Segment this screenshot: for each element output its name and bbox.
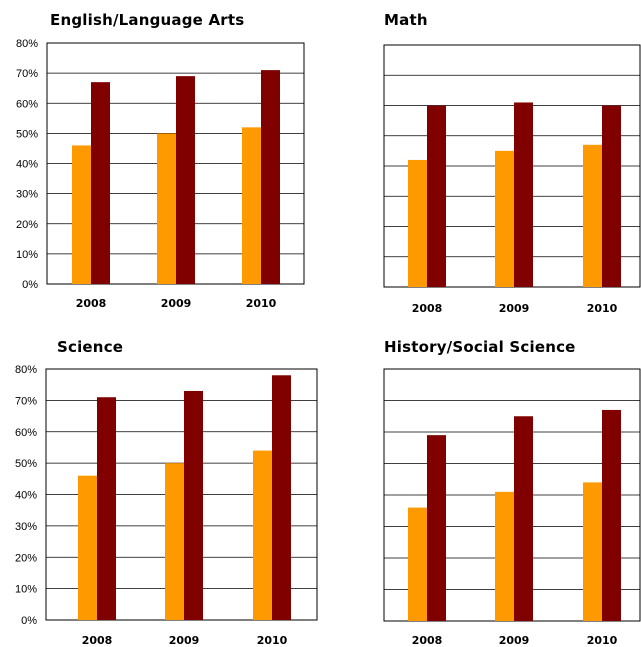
x-category-label: 2008 — [76, 297, 107, 310]
x-category-label: 2009 — [499, 634, 530, 647]
y-tick-label: 70% — [16, 68, 38, 80]
y-tick-label: 0% — [22, 279, 38, 291]
bar-series-b — [261, 70, 280, 284]
x-category-label: 2009 — [169, 634, 200, 647]
x-category-label: 2008 — [412, 634, 443, 647]
x-category-label: 2010 — [587, 302, 618, 315]
bar-series-a — [408, 507, 427, 621]
bar-series-a — [78, 475, 97, 620]
y-tick-label: 70% — [15, 395, 37, 407]
bar-series-a — [583, 482, 602, 621]
bar-series-b — [602, 105, 621, 287]
bar-series-b — [91, 82, 110, 284]
chart-math: Math 2008 2009 2010 — [320, 0, 641, 323]
chart-science: Science 0% 10% 20% 30% 40% 50% 60% 70% 80% 2008 20… — [0, 323, 320, 647]
x-category-label: 2009 — [499, 302, 530, 315]
y-tick-label: 50% — [16, 128, 38, 140]
bar-series-a — [583, 144, 602, 287]
bar-series-a — [157, 133, 176, 284]
bar-series-b — [514, 102, 533, 287]
y-tick-label: 60% — [16, 98, 38, 110]
y-tick-label: 40% — [16, 159, 38, 171]
bar-series-b — [272, 375, 291, 620]
x-category-label: 2010 — [246, 297, 277, 310]
chart-title: Math — [384, 11, 428, 29]
bar-series-b — [97, 397, 116, 620]
bar-series-a — [495, 491, 514, 621]
bar-series-a — [253, 450, 272, 620]
chart-title: English/Language Arts — [50, 11, 245, 29]
bar-series-b — [427, 435, 446, 621]
bar-series-b — [427, 105, 446, 287]
y-tick-label: 20% — [15, 552, 37, 564]
chart-svg: 0% 10% 20% 30% 40% 50% 60% 70% 80% 2008 2009 2010 — [15, 364, 318, 647]
y-tick-label: 30% — [15, 521, 37, 533]
chart-english-language-arts: English/Language Arts 0% 10% 20% 30% 40% 50% 6… — [0, 0, 320, 323]
x-category-label: 2010 — [257, 634, 288, 647]
bar-series-a — [408, 159, 427, 287]
chart-title: History/Social Science — [384, 338, 576, 356]
y-tick-label: 0% — [21, 615, 37, 627]
chart-title: Science — [57, 338, 124, 356]
y-tick-label: 20% — [16, 219, 38, 231]
chart-svg: 2008 2009 2010 — [383, 368, 641, 647]
x-category-label: 2008 — [412, 302, 443, 315]
bar-series-b — [602, 409, 621, 621]
y-tick-label: 50% — [15, 458, 37, 470]
x-category-label: 2008 — [82, 634, 113, 647]
y-tick-label: 10% — [15, 584, 37, 596]
bar-series-a — [495, 150, 514, 287]
x-category-label: 2010 — [587, 634, 618, 647]
y-tick-label: 60% — [15, 427, 37, 439]
bar-series-b — [184, 390, 203, 620]
y-tick-label: 80% — [15, 364, 37, 376]
bar-series-b — [514, 416, 533, 621]
y-tick-label: 10% — [16, 249, 38, 261]
chart-history-social-science: History/Social Science 2008 2009 2010 — [320, 323, 641, 647]
x-category-label: 2009 — [161, 297, 192, 310]
bar-series-b — [176, 76, 195, 284]
bar-series-a — [165, 463, 184, 620]
chart-svg: 2008 2009 2010 — [383, 44, 641, 315]
bar-series-a — [72, 145, 91, 284]
chart-svg: 0% 10% 20% 30% 40% 50% 60% 70% 80% 2008 2009 2010 — [16, 38, 305, 310]
y-tick-label: 80% — [16, 38, 38, 50]
y-tick-label: 30% — [16, 189, 38, 201]
y-tick-label: 40% — [15, 490, 37, 502]
bar-series-a — [242, 127, 261, 284]
